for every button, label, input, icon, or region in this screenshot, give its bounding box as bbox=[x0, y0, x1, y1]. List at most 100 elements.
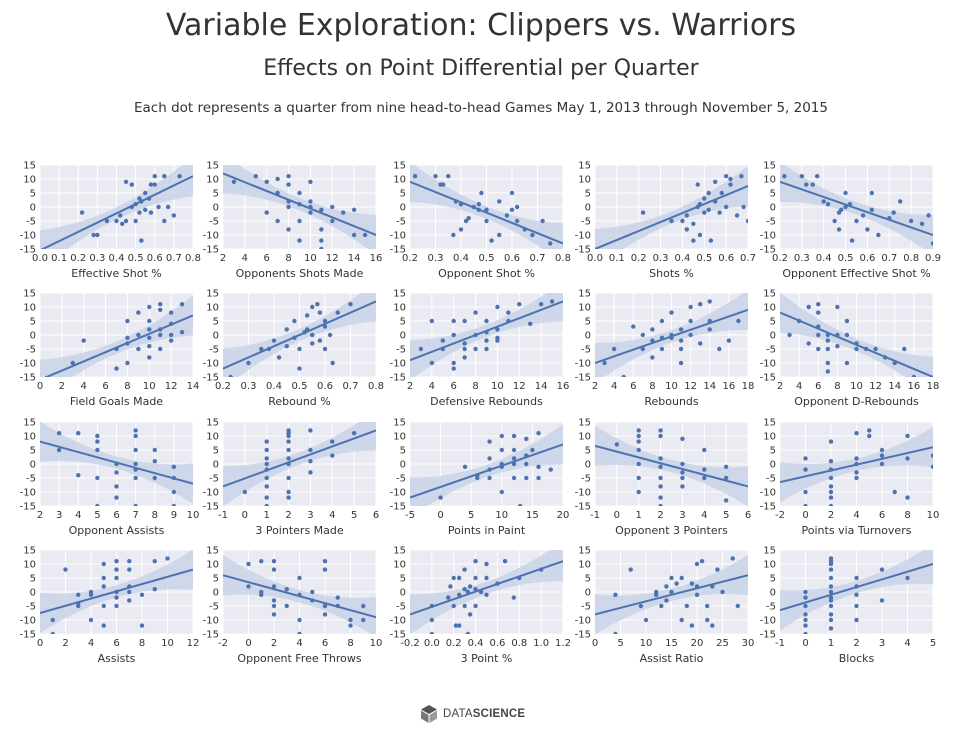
data-point bbox=[803, 617, 808, 623]
data-point bbox=[129, 182, 134, 187]
data-point bbox=[828, 459, 834, 464]
x-axis-label: Rebounds bbox=[644, 395, 699, 408]
data-point bbox=[643, 617, 649, 623]
data-point bbox=[806, 341, 811, 346]
x-tick-label: 0.8 bbox=[903, 253, 919, 264]
data-point bbox=[548, 467, 553, 472]
data-point bbox=[129, 204, 134, 210]
y-tick-label: 15 bbox=[206, 418, 219, 429]
data-point bbox=[462, 587, 467, 592]
x-tick-label: 0.7 bbox=[343, 381, 359, 392]
x-tick-label: 20 bbox=[557, 510, 570, 521]
data-point bbox=[715, 567, 720, 572]
y-tick-label: 5 bbox=[213, 317, 219, 328]
x-tick-label: 0.4 bbox=[816, 253, 832, 264]
data-point bbox=[522, 227, 527, 232]
data-point bbox=[825, 346, 831, 352]
data-point bbox=[308, 447, 313, 453]
data-point bbox=[335, 310, 340, 315]
x-tick-label: 6 bbox=[745, 510, 751, 521]
data-point bbox=[152, 587, 157, 592]
data-point bbox=[879, 598, 885, 603]
data-point bbox=[499, 464, 504, 469]
data-point bbox=[828, 439, 834, 444]
data-point bbox=[286, 199, 291, 204]
data-point bbox=[854, 461, 859, 467]
x-tick-label: 30 bbox=[742, 638, 755, 649]
data-point bbox=[271, 567, 277, 572]
x-tick-label: 0.8 bbox=[511, 638, 527, 649]
data-point bbox=[478, 589, 484, 595]
data-point bbox=[319, 246, 324, 249]
data-point bbox=[484, 346, 489, 352]
confidence-band bbox=[40, 295, 193, 377]
data-point bbox=[473, 310, 478, 315]
data-point bbox=[828, 603, 834, 609]
y-tick-label: -10 bbox=[760, 616, 776, 627]
data-point bbox=[863, 346, 869, 352]
data-point bbox=[76, 473, 81, 478]
x-tick-label: 0.8 bbox=[368, 381, 384, 392]
data-point bbox=[867, 433, 872, 439]
data-point bbox=[879, 461, 885, 467]
y-tick-label: -10 bbox=[203, 488, 219, 499]
data-point bbox=[286, 447, 291, 453]
data-point bbox=[828, 598, 834, 603]
x-tick-label: 18 bbox=[742, 381, 755, 392]
subplot-17: 15 10 5 0 -5 -10 -15-2 0 2 4 6 8 10 Opponent Free Thr… bbox=[203, 546, 383, 666]
data-point bbox=[319, 207, 324, 212]
data-point bbox=[246, 360, 251, 366]
x-tick-label: 15 bbox=[665, 638, 678, 649]
data-point bbox=[825, 369, 831, 374]
y-tick-label: 15 bbox=[206, 161, 219, 172]
data-point bbox=[828, 617, 834, 623]
data-point bbox=[741, 204, 746, 210]
data-point bbox=[133, 202, 138, 207]
data-point bbox=[536, 464, 541, 469]
data-point bbox=[286, 456, 291, 461]
logo-text: DATASCIENCE bbox=[443, 708, 525, 720]
x-tick-label: 4 bbox=[75, 510, 81, 521]
y-tick-label: -15 bbox=[760, 502, 776, 513]
x-tick-label: 12 bbox=[684, 381, 697, 392]
data-point bbox=[640, 332, 646, 338]
x-tick-label: 0.4 bbox=[674, 253, 690, 264]
data-point bbox=[739, 174, 744, 179]
subplot-18: 15 10 5 0 -5 -10 -15-0.2 0.0 0.2 0.4 0.6 0.8 1.0 1.2 3… bbox=[390, 546, 571, 666]
data-point bbox=[828, 589, 834, 595]
y-tick-label: -5 bbox=[396, 474, 406, 485]
data-point bbox=[264, 484, 269, 489]
x-tick-label: 0 bbox=[614, 510, 620, 521]
data-point bbox=[266, 346, 272, 352]
y-tick-label: 0 bbox=[585, 460, 591, 471]
data-point bbox=[264, 467, 269, 472]
figure-title: Variable Exploration: Clippers vs. Warri… bbox=[165, 8, 797, 43]
data-point bbox=[462, 318, 467, 324]
y-tick-label: -10 bbox=[390, 231, 406, 242]
x-tick-label: 6 bbox=[630, 381, 636, 392]
data-point bbox=[495, 581, 500, 586]
data-point bbox=[137, 210, 142, 215]
data-point bbox=[689, 623, 695, 628]
y-tick-label: -10 bbox=[20, 231, 36, 242]
data-point bbox=[308, 210, 313, 215]
data-point bbox=[95, 475, 100, 481]
y-tick-label: 5 bbox=[30, 574, 36, 585]
y-tick-label: 15 bbox=[393, 289, 406, 300]
y-tick-label: -15 bbox=[203, 245, 219, 256]
data-point bbox=[456, 623, 462, 628]
x-tick-label: 0.6 bbox=[504, 253, 520, 264]
x-axis-label: Rebound % bbox=[268, 395, 331, 408]
x-tick-label: 6 bbox=[322, 638, 328, 649]
x-tick-label: 2 bbox=[37, 510, 43, 521]
data-point bbox=[462, 567, 467, 572]
data-point bbox=[465, 589, 471, 595]
x-axis-label: Shots % bbox=[649, 267, 694, 280]
y-tick-label: 15 bbox=[578, 546, 591, 557]
data-point bbox=[825, 202, 831, 207]
y-tick-label: -15 bbox=[575, 630, 591, 641]
data-point bbox=[484, 592, 489, 597]
data-point bbox=[502, 559, 508, 564]
